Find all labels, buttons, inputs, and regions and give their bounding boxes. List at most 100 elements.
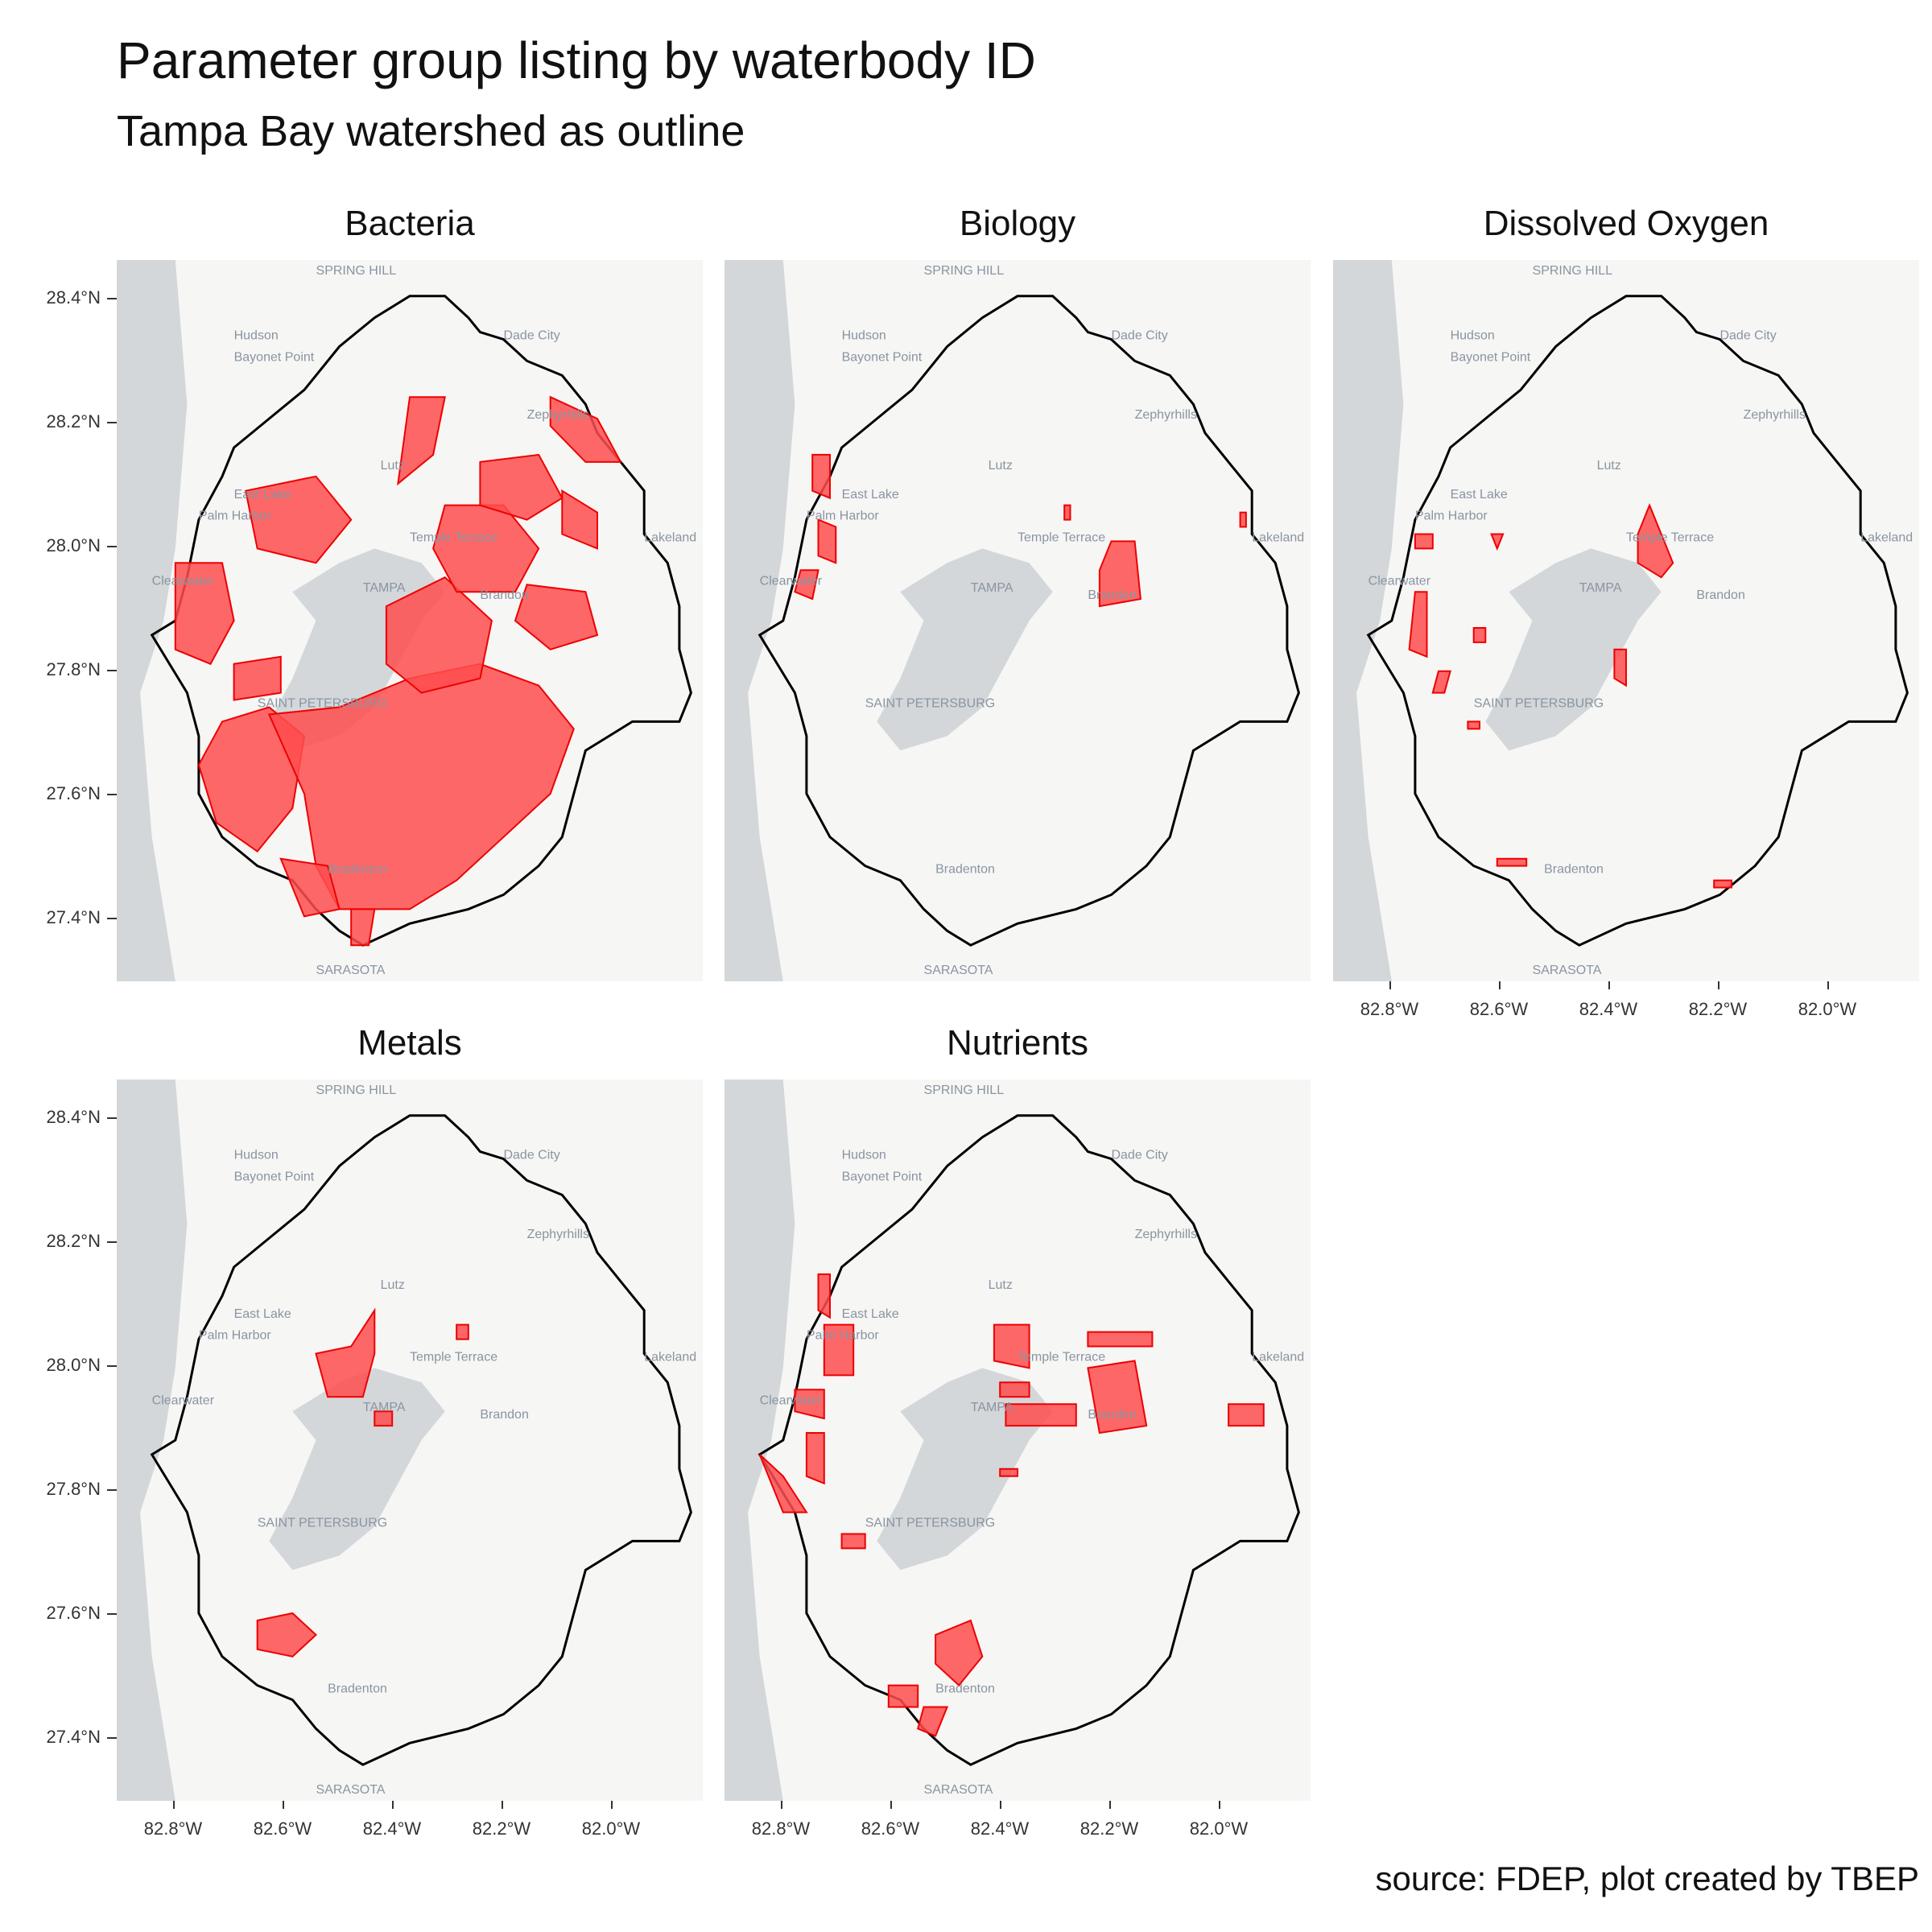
basemap-label: TAMPA bbox=[971, 581, 1013, 595]
waterbody-polygon bbox=[397, 396, 446, 486]
waterbody-polygon bbox=[823, 1323, 855, 1377]
basemap-label: Palm Harbor bbox=[1415, 510, 1488, 523]
map-svg: SPRING HILL Hudson Bayonet Point Dade City Z… bbox=[117, 260, 696, 981]
panel-title: Biology bbox=[959, 204, 1076, 243]
basemap-label: SARASOTA bbox=[924, 964, 993, 977]
bay-water bbox=[877, 1368, 1053, 1571]
waterbody-polygon bbox=[1063, 504, 1071, 521]
panel-title: Bacteria bbox=[345, 204, 475, 243]
basemap-label: Dade City bbox=[1719, 329, 1776, 343]
panel-title: Dissolved Oxygen bbox=[1483, 204, 1769, 243]
waterbody-polygon bbox=[817, 1273, 831, 1319]
waterbody-polygon bbox=[1098, 540, 1141, 608]
waterbody-polygon bbox=[794, 1389, 825, 1420]
basemap-label: East Lake bbox=[842, 1307, 899, 1321]
basemap-label: Bradenton bbox=[935, 863, 995, 877]
bay-water bbox=[269, 1368, 445, 1571]
waterbody-polygon bbox=[1490, 533, 1505, 551]
basemap-label: Dade City bbox=[1111, 1149, 1167, 1162]
waterbody-polygon bbox=[887, 1684, 919, 1708]
watershed-outline bbox=[758, 1114, 1300, 1766]
basemap-label: Lakeland bbox=[1252, 1351, 1304, 1364]
waterbody-polygon bbox=[1414, 533, 1434, 550]
basemap-label: East Lake bbox=[234, 488, 291, 502]
basemap-label: Bradenton bbox=[328, 863, 387, 877]
basemap-label: Zephyrhills bbox=[1744, 408, 1806, 422]
basemap-label: Lutz bbox=[381, 1278, 405, 1292]
waterbody-polygon bbox=[514, 584, 599, 650]
basemap-label: SARASOTA bbox=[924, 1783, 993, 1797]
basemap-label: SARASOTA bbox=[316, 1783, 386, 1797]
basemap-label: SPRING HILL bbox=[1533, 264, 1613, 278]
basemap-label: Brandon bbox=[480, 588, 529, 602]
x-tick-label: 82.8°W bbox=[751, 1818, 811, 1839]
waterbody-polygon bbox=[549, 395, 622, 463]
x-tick-label: 82.4°W bbox=[1579, 999, 1638, 1019]
waterbody-polygon bbox=[1713, 879, 1732, 889]
bay-water bbox=[877, 548, 1053, 751]
y-tick-label: 27.8°N bbox=[46, 1479, 101, 1499]
basemap-label: Clearwater bbox=[152, 574, 215, 588]
waterbody-polygon bbox=[999, 1381, 1030, 1398]
basemap-label: Hudson bbox=[842, 329, 886, 343]
basemap-label: TAMPA bbox=[1579, 581, 1622, 595]
waterbody-polygon bbox=[1472, 627, 1487, 643]
basemap-label: Temple Terrace bbox=[1626, 531, 1714, 545]
waterbody-polygon bbox=[840, 1533, 866, 1550]
x-tick-label: 82.0°W bbox=[1798, 999, 1857, 1019]
y-tick-label: 27.4°N bbox=[46, 907, 101, 927]
waterbody-polygon bbox=[993, 1323, 1030, 1369]
basemap-label: Dade City bbox=[503, 1149, 559, 1162]
basemap-label: Bradenton bbox=[935, 1682, 995, 1696]
waterbody-polygon bbox=[315, 1307, 376, 1398]
watershed-outline bbox=[1366, 295, 1909, 947]
x-tick-label: 82.8°W bbox=[1360, 999, 1419, 1019]
waterbody-polygon bbox=[817, 518, 837, 564]
basemap-label: Clearwater bbox=[760, 1393, 823, 1407]
bay-water bbox=[1485, 548, 1662, 751]
map-panel: SPRING HILL Hudson Bayonet Point Dade City Z… bbox=[724, 260, 1311, 981]
waterbody-polygon bbox=[1496, 857, 1528, 867]
x-tick-label: 82.0°W bbox=[581, 1818, 641, 1839]
waterbody-polygon bbox=[350, 908, 376, 947]
basemap-label: Brandon bbox=[1696, 588, 1745, 602]
basemap-label: Lakeland bbox=[1860, 531, 1913, 545]
basemap-label: Bradenton bbox=[1544, 863, 1604, 877]
basemap-label: Zephyrhills bbox=[1135, 408, 1197, 422]
map-svg: SPRING HILL Hudson Bayonet Point Dade City Z… bbox=[724, 260, 1304, 981]
waterbody-polygon bbox=[385, 576, 493, 694]
basemap-label: TAMPA bbox=[363, 581, 406, 595]
waterbody-polygon bbox=[1228, 1403, 1265, 1427]
basemap-label: Palm Harbor bbox=[199, 1329, 271, 1343]
waterbody-polygon bbox=[935, 1619, 984, 1687]
y-tick-label: 27.6°N bbox=[46, 1603, 101, 1623]
gulf-water bbox=[724, 1080, 795, 1801]
waterbody-polygon bbox=[233, 655, 282, 701]
basemap-label: Temple Terrace bbox=[1018, 531, 1105, 545]
basemap-label: Palm Harbor bbox=[807, 510, 879, 523]
waterbody-polygon bbox=[374, 1410, 394, 1427]
y-tick-label: 28.2°N bbox=[46, 1231, 101, 1251]
waterbody-polygon bbox=[456, 1323, 469, 1340]
x-tick-label: 82.6°W bbox=[1469, 999, 1529, 1019]
basemap-label: Bayonet Point bbox=[234, 351, 315, 365]
waterbody-polygon bbox=[758, 1454, 808, 1513]
x-tick-label: 82.6°W bbox=[253, 1818, 312, 1839]
basemap-label: Clearwater bbox=[152, 1393, 215, 1407]
basemap-label: Brandon bbox=[1088, 588, 1137, 602]
basemap-label: Bayonet Point bbox=[234, 1170, 315, 1184]
waterbody-polygon bbox=[811, 453, 831, 500]
y-tick-label: 28.2°N bbox=[46, 411, 101, 431]
waterbody-polygon bbox=[561, 489, 598, 550]
y-tick-label: 27.4°N bbox=[46, 1727, 101, 1747]
map-panel: SPRING HILL Hudson Bayonet Point Dade City Z… bbox=[117, 260, 703, 981]
basemap-label: SPRING HILL bbox=[924, 1084, 1005, 1097]
x-tick-label: 82.2°W bbox=[1688, 999, 1748, 1019]
waterbody-polygon bbox=[245, 475, 353, 564]
basemap-label: Clearwater bbox=[760, 574, 823, 588]
gulf-water bbox=[1333, 260, 1404, 981]
basemap-label: SAINT PETERSBURG bbox=[865, 697, 996, 711]
basemap-label: Dade City bbox=[1111, 329, 1167, 343]
basemap-label: Zephyrhills bbox=[1135, 1228, 1197, 1241]
basemap-label: East Lake bbox=[1451, 488, 1508, 502]
